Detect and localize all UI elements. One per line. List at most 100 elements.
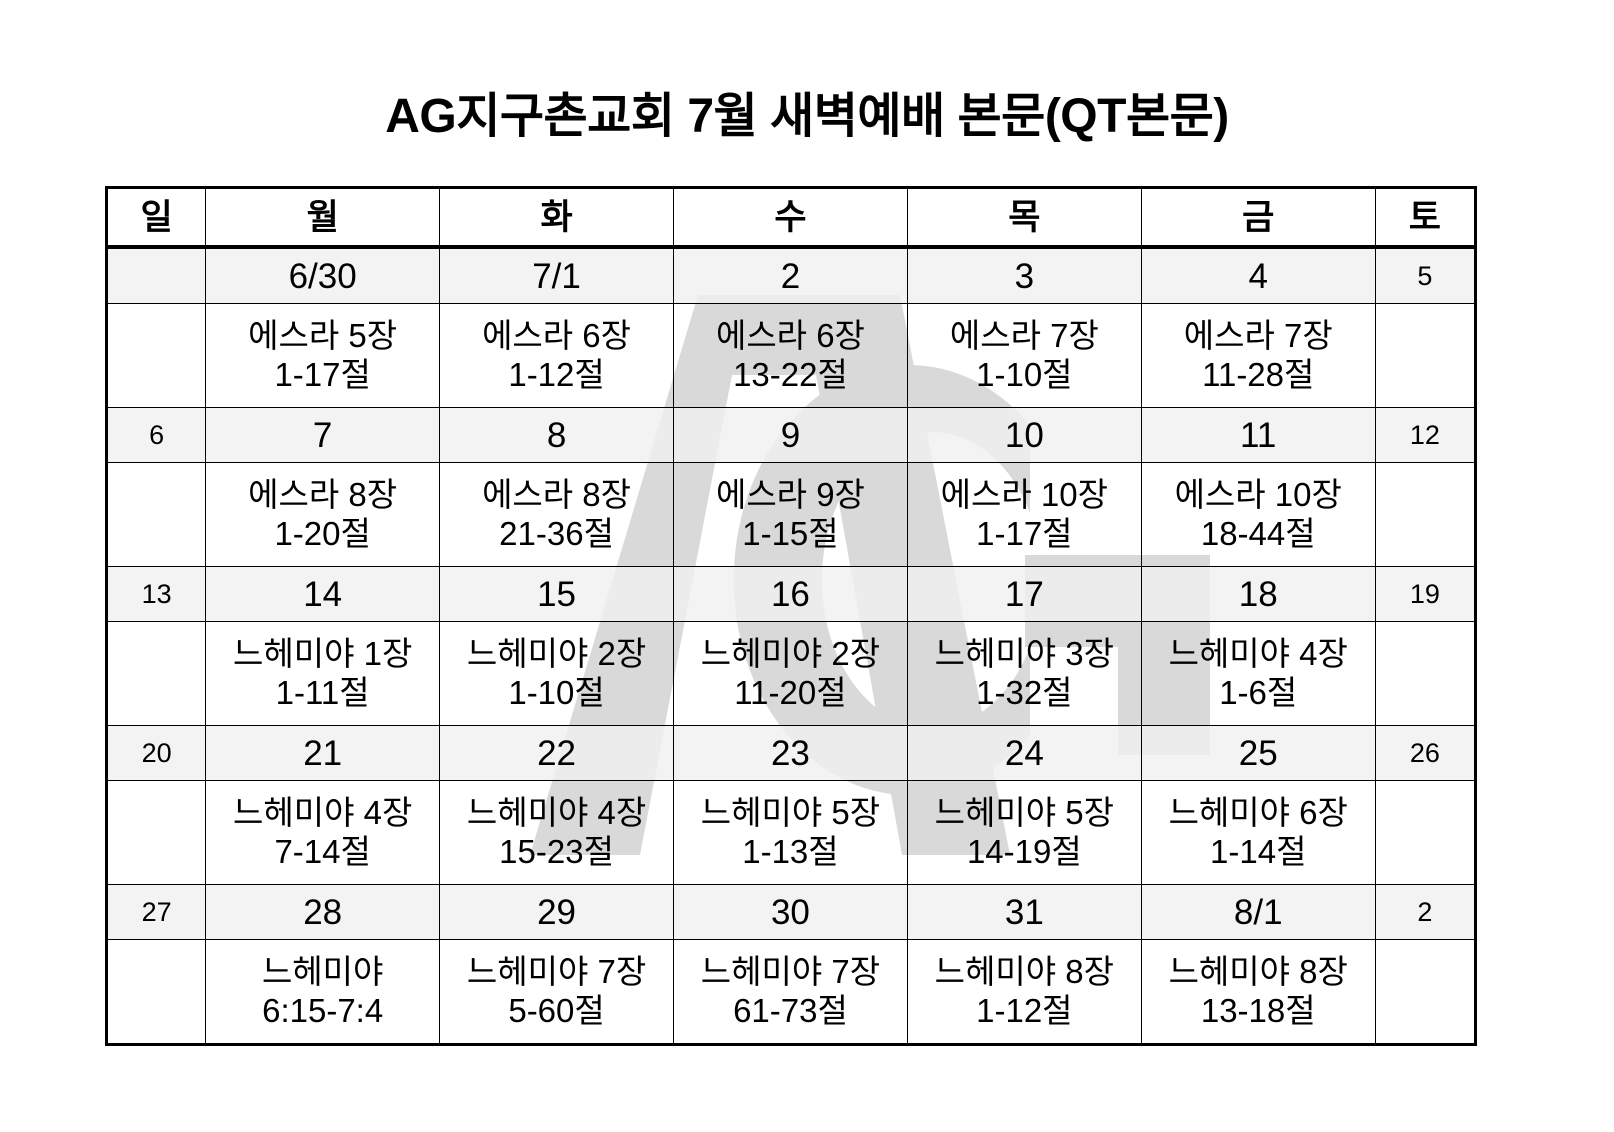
passage-book-chapter: 느헤미야 [261, 952, 384, 990]
passage-cell: 에스라 6장 13-22절 [673, 303, 908, 408]
date-cell: 24 [906, 725, 1142, 781]
passage-cell: 느헤미야 7장 61-73절 [673, 939, 908, 1045]
date-cell: 17 [906, 566, 1142, 622]
weekday-header-fri: 금 [1140, 187, 1376, 249]
date-cell: 10 [906, 407, 1142, 463]
weekday-header-sun: 일 [105, 187, 207, 249]
passage-verses: 1-6절 [1219, 673, 1298, 711]
date-cell: 7/1 [439, 246, 674, 304]
date-cell: 5 [1374, 246, 1477, 304]
date-cell: 2 [673, 246, 908, 304]
date-cell: 12 [1374, 407, 1477, 463]
date-cell: 30 [673, 884, 908, 940]
date-cell: 31 [906, 884, 1142, 940]
date-cell: 14 [205, 566, 441, 622]
date-cell: 21 [205, 725, 441, 781]
weekday-header-wed: 수 [673, 187, 908, 249]
passage-verses: 15-23절 [499, 832, 614, 870]
passage-book-chapter: 에스라 5장 [248, 316, 398, 354]
passage-cell: 느헤미야 2장 11-20절 [673, 621, 908, 726]
passage-book-chapter: 느헤미야 1장 [233, 634, 413, 672]
passage-row: 느헤미야 1장 1-11절 느헤미야 2장 1-10절 느헤미야 2장 11-2… [105, 621, 1477, 726]
passage-book-chapter: 느헤미야 7장 [466, 952, 647, 990]
passage-row: 에스라 5장 1-17절 에스라 6장 1-12절 에스라 6장 13-22절 … [105, 303, 1477, 408]
passage-cell: 에스라 6장 1-12절 [439, 303, 674, 408]
weekday-header-mon: 월 [205, 187, 441, 249]
passage-cell-empty [1374, 621, 1477, 726]
passage-book-chapter: 느헤미야 8장 [934, 952, 1114, 990]
passage-cell-empty [1374, 939, 1477, 1045]
passage-cell-empty [105, 303, 207, 408]
date-row: 6 7 8 9 10 11 12 [105, 407, 1477, 463]
passage-verses: 1-14절 [1210, 832, 1307, 870]
passage-book-chapter: 에스라 10장 [940, 475, 1108, 513]
date-cell: 2 [1374, 884, 1477, 940]
passage-book-chapter: 느헤미야 7장 [700, 952, 881, 990]
passage-cell-empty [105, 939, 207, 1045]
passage-cell: 느헤미야 8장 1-12절 [906, 939, 1142, 1045]
passage-cell-empty [105, 621, 207, 726]
date-cell: 23 [673, 725, 908, 781]
date-row: 6/30 7/1 2 3 4 5 [105, 246, 1477, 304]
passage-verses: 1-17절 [976, 514, 1073, 552]
date-row: 20 21 22 23 24 25 26 [105, 725, 1477, 781]
date-cell: 18 [1140, 566, 1376, 622]
passage-verses: 7-14절 [274, 832, 371, 870]
passage-verses: 1-13절 [742, 832, 839, 870]
passage-cell: 에스라 8장 21-36절 [439, 462, 674, 567]
weekday-header-sat: 토 [1374, 187, 1477, 249]
passage-verses: 1-10절 [976, 355, 1073, 393]
passage-row: 느헤미야 4장 7-14절 느헤미야 4장 15-23절 느헤미야 5장 1-1… [105, 780, 1477, 885]
passage-verses: 5-60절 [508, 991, 605, 1029]
date-cell: 20 [105, 725, 207, 781]
passage-cell: 에스라 9장 1-15절 [673, 462, 908, 567]
passage-cell-empty [1374, 780, 1477, 885]
passage-verses: 6:15-7:4 [262, 991, 384, 1029]
passage-row: 에스라 8장 1-20절 에스라 8장 21-36절 에스라 9장 1-15절 … [105, 462, 1477, 567]
passage-book-chapter: 느헤미야 5장 [934, 793, 1114, 831]
passage-row: 느헤미야 6:15-7:4 느헤미야 7장 5-60절 느헤미야 7장 61-7… [105, 939, 1477, 1045]
passage-book-chapter: 에스라 8장 [482, 475, 632, 513]
date-cell: 3 [906, 246, 1142, 304]
passage-book-chapter: 에스라 9장 [715, 475, 865, 513]
passage-verses: 18-44절 [1200, 514, 1316, 552]
date-row: 13 14 15 16 17 18 19 [105, 566, 1477, 622]
calendar-table: 일 월 화 수 목 금 토 6/30 7/1 2 3 4 [105, 186, 1477, 1046]
date-row: 27 28 29 30 31 8/1 2 [105, 884, 1477, 940]
passage-cell: 에스라 7장 1-10절 [906, 303, 1142, 408]
page-title: AG지구촌교회 7월 새벽예배 본문(QT본문) [385, 90, 1229, 143]
weekday-header-tue: 화 [439, 187, 674, 249]
date-cell: 19 [1374, 566, 1477, 622]
passage-cell: 에스라 10장 18-44절 [1140, 462, 1376, 567]
passage-book-chapter: 느헤미야 4장 [1168, 634, 1348, 672]
passage-verses: 1-15절 [742, 514, 839, 552]
date-cell: 28 [205, 884, 441, 940]
passage-book-chapter: 에스라 7장 [949, 316, 1099, 354]
date-cell: 25 [1140, 725, 1376, 781]
passage-cell: 느헤미야 5장 1-13절 [673, 780, 908, 885]
date-cell: 6 [105, 407, 207, 463]
passage-book-chapter: 느헤미야 3장 [934, 634, 1114, 672]
passage-verses: 13-22절 [733, 355, 848, 393]
passage-cell: 느헤미야 6장 1-14절 [1140, 780, 1376, 885]
date-cell: 15 [439, 566, 674, 622]
passage-cell-empty [105, 462, 207, 567]
passage-book-chapter: 에스라 7장 [1183, 316, 1333, 354]
passage-verses: 1-12절 [976, 991, 1073, 1029]
passage-book-chapter: 에스라 6장 [715, 316, 865, 354]
date-cell: 16 [673, 566, 908, 622]
passage-book-chapter: 느헤미야 8장 [1168, 952, 1348, 990]
passage-cell: 느헤미야 4장 15-23절 [439, 780, 674, 885]
passage-cell-empty [1374, 303, 1477, 408]
date-cell: 4 [1140, 246, 1376, 304]
passage-cell: 느헤미야 2장 1-10절 [439, 621, 674, 726]
passage-verses: 14-19절 [966, 832, 1082, 870]
passage-verses: 21-36절 [499, 514, 614, 552]
passage-verses: 1-11절 [275, 673, 370, 711]
passage-cell: 에스라 5장 1-17절 [205, 303, 441, 408]
passage-verses: 1-20절 [274, 514, 371, 552]
passage-cell: 느헤미야 4장 1-6절 [1140, 621, 1376, 726]
passage-verses: 11-28절 [1202, 355, 1315, 393]
date-cell [105, 246, 207, 304]
passage-cell: 에스라 7장 11-28절 [1140, 303, 1376, 408]
